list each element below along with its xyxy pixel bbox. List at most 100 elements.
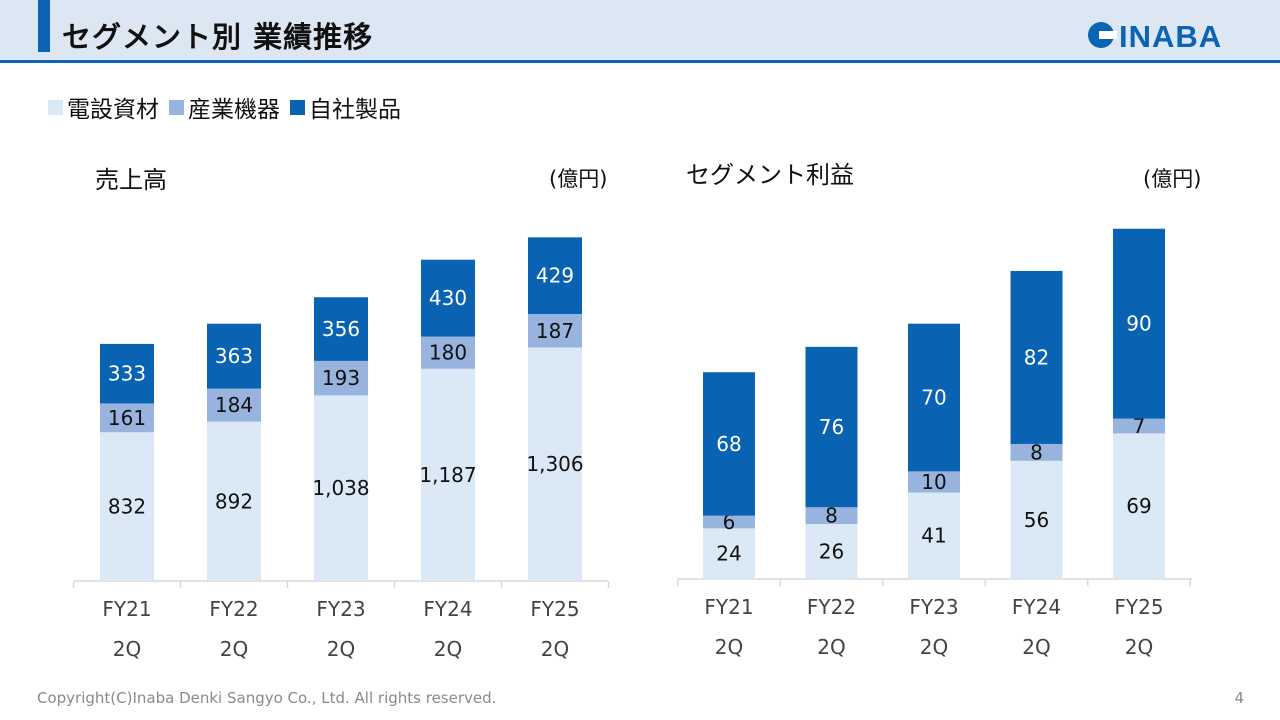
profit-category-sublabel: 2Q <box>920 635 948 659</box>
page-title: セグメント別 業績推移 <box>62 20 374 54</box>
profit-bar-segment <box>1113 433 1165 579</box>
legend-label: 産業機器 <box>188 97 280 123</box>
sales-bar-segment <box>314 360 368 396</box>
profit-bar-segment <box>908 492 960 579</box>
profit-data-label: 56 <box>1024 508 1049 532</box>
page-number: 4 <box>1234 689 1244 707</box>
sales-data-label: 430 <box>429 286 467 310</box>
sales-category-label: FY25 <box>530 597 579 621</box>
sales-category-label: FY22 <box>209 597 258 621</box>
profit-bar-segment <box>1010 460 1063 579</box>
profit-data-label: 10 <box>921 470 946 494</box>
profit-bar-segment <box>908 471 960 493</box>
profit-category-label: FY21 <box>704 595 753 619</box>
sales-data-label: 356 <box>322 317 360 341</box>
profit-category-label: FY22 <box>807 595 856 619</box>
sales-bar-segment <box>100 343 154 404</box>
profit-bar-segment <box>805 524 858 579</box>
sales-category-sublabel: 2Q <box>541 637 569 661</box>
inaba-logo: INABA <box>1088 19 1222 52</box>
profit-category-label: FY24 <box>1012 595 1061 619</box>
sales-category-label: FY23 <box>316 597 365 621</box>
legend-item: 電設資材 <box>48 90 159 124</box>
copyright: Copyright(C)Inaba Denki Sangyo Co., Ltd.… <box>37 689 497 707</box>
profit-data-label: 41 <box>921 524 946 548</box>
profit-data-label: 7 <box>1133 414 1146 438</box>
profit-bar-segment <box>703 528 755 579</box>
sales-bar-segment <box>207 421 261 581</box>
profit-bar-segment <box>908 323 960 472</box>
profit-chart-title: セグメント利益 <box>686 161 854 189</box>
sales-bar-segment <box>528 237 582 315</box>
profit-bar-segment <box>703 515 755 529</box>
sales-chart-title: 売上高 <box>95 166 167 194</box>
profit-bar-segment <box>805 507 858 525</box>
logo-text: INABA <box>1119 19 1222 52</box>
profit-category-label: FY25 <box>1114 595 1163 619</box>
profit-data-label: 26 <box>819 540 844 564</box>
sales-category-sublabel: 2Q <box>113 637 141 661</box>
sales-category-label: FY21 <box>102 597 151 621</box>
sales-data-label: 161 <box>108 406 146 430</box>
sales-bar-segment <box>528 314 582 348</box>
legend-label: 自社製品 <box>309 97 401 123</box>
sales-bar-segment <box>421 259 475 337</box>
sales-category-label: FY24 <box>423 597 472 621</box>
profit-category-sublabel: 2Q <box>817 635 845 659</box>
sales-bar-segment <box>314 297 368 361</box>
sales-bar-segment <box>421 368 475 581</box>
sales-data-label: 892 <box>215 489 253 513</box>
sales-data-label: 429 <box>536 264 574 288</box>
legend-swatch-electrical <box>48 99 63 115</box>
profit-bar-segment <box>805 346 858 508</box>
profit-category-label: FY23 <box>909 595 958 619</box>
legend-item: 産業機器 <box>169 90 280 124</box>
profit-chart-unit: (億円) <box>1143 167 1202 191</box>
profit-data-label: 76 <box>819 415 844 439</box>
profit-bar-segment <box>1010 270 1063 444</box>
profit-data-label: 68 <box>716 432 741 456</box>
profit-data-label: 70 <box>921 386 946 410</box>
profit-data-label: 90 <box>1126 312 1151 336</box>
sales-data-label: 1,306 <box>526 452 583 476</box>
sales-data-label: 333 <box>108 362 146 386</box>
sales-bar-segment <box>100 403 154 433</box>
profit-bar-segment <box>703 372 755 516</box>
sales-category-sublabel: 2Q <box>434 637 462 661</box>
header-accent <box>38 0 50 52</box>
profit-data-label: 6 <box>723 510 736 534</box>
profit-bar-segment <box>1113 228 1165 419</box>
sales-bar-segment <box>528 347 582 581</box>
profit-category-sublabel: 2Q <box>715 635 743 659</box>
profit-category-sublabel: 2Q <box>1022 635 1050 659</box>
sales-bar-segment <box>421 336 475 369</box>
profit-category-sublabel: 2Q <box>1125 635 1153 659</box>
legend-swatch-own-products <box>290 99 305 115</box>
profit-data-label: 8 <box>825 504 838 528</box>
legend-item: 自社製品 <box>290 90 401 124</box>
sales-data-label: 187 <box>536 319 574 343</box>
sales-data-label: 184 <box>215 393 253 417</box>
sales-bar-segment <box>314 395 368 581</box>
legend: 電設資材 産業機器 自社製品 <box>48 90 411 124</box>
sales-data-label: 180 <box>429 341 467 365</box>
profit-bar-segment <box>1113 418 1165 434</box>
legend-label: 電設資材 <box>67 97 159 123</box>
sales-category-sublabel: 2Q <box>327 637 355 661</box>
sales-bar-segment <box>207 388 261 422</box>
header-bar: セグメント別 業績推移 <box>0 0 1280 63</box>
sales-data-label: 1,038 <box>312 476 369 500</box>
sales-chart-unit: (億円) <box>549 167 608 191</box>
profit-data-label: 69 <box>1126 494 1151 518</box>
profit-data-label: 82 <box>1024 345 1049 369</box>
legend-swatch-industrial <box>169 99 184 115</box>
profit-data-label: 24 <box>716 542 741 566</box>
sales-data-label: 363 <box>215 344 253 368</box>
sales-data-label: 193 <box>322 366 360 390</box>
sales-data-label: 832 <box>108 495 146 519</box>
sales-bar-segment <box>100 432 154 581</box>
sales-data-label: 1,187 <box>419 463 476 487</box>
sales-bar-segment <box>207 323 261 389</box>
profit-data-label: 8 <box>1030 440 1043 464</box>
